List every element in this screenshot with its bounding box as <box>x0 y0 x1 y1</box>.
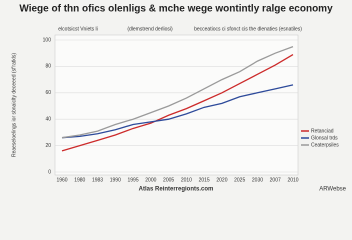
x-tick-label: 2030 <box>252 177 263 183</box>
legend-label: Retanciad <box>311 128 334 134</box>
x-tick-label: 2000 <box>145 177 156 183</box>
x-tick-label: 1980 <box>74 177 85 183</box>
x-tick-label: 2005 <box>163 177 174 183</box>
x-tick-label: 2007 <box>270 177 281 183</box>
x-tick-label: 1983 <box>92 177 103 183</box>
legend-label: Glonsal trds <box>311 135 338 141</box>
x-tick-label: 1990 <box>110 177 121 183</box>
x-tick-label: 2010 <box>287 177 298 183</box>
credit: ARWebse <box>319 187 346 193</box>
y-tick-label: 100 <box>43 37 52 43</box>
y-tick-label: 80 <box>45 64 51 70</box>
subtitle: elcotsicst Vniets li <box>58 26 97 32</box>
x-tick-label: 1995 <box>128 177 139 183</box>
subtitle: (dlemstrend derliosi) <box>127 26 173 32</box>
y-axis-label: Reaeseloelings ior sbnaiclty deceeed (sf… <box>11 53 17 157</box>
x-tick-label: 1960 <box>56 177 67 183</box>
y-tick-label: 20 <box>45 143 51 149</box>
y-tick-label: 0 <box>48 169 51 175</box>
x-tick-label: 2020 <box>216 177 227 183</box>
series-line <box>61 84 294 139</box>
source: Atlas Reinterregionts.com <box>139 187 214 193</box>
chart: Wiege of thn ofics olenligs & mche wege … <box>11 4 346 193</box>
x-tick-label: 2025 <box>234 177 245 183</box>
series-line <box>61 45 294 139</box>
y-tick-label: 40 <box>45 117 51 123</box>
subtitle: becceatiocs ci sfonct cis the dlenaties … <box>194 26 302 32</box>
y-tick-label: 60 <box>45 90 51 96</box>
x-tick-label: 2010 <box>181 177 192 183</box>
plot-area <box>54 34 299 176</box>
legend-label: Ceaterpsiles <box>311 142 339 148</box>
x-tick-label: 2015 <box>199 177 210 183</box>
series-line <box>61 53 294 152</box>
chart-title: Wiege of thn ofics olenligs & mche wege … <box>19 4 333 15</box>
